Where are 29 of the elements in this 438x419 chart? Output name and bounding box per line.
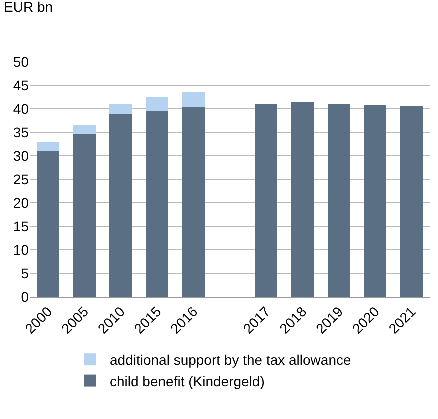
bar: [364, 104, 387, 297]
y-tick-label: 20: [13, 194, 30, 211]
y-tick-label: 10: [13, 242, 30, 258]
legend-label: additional support by the tax allowance: [110, 352, 352, 368]
y-tick-label: 15: [13, 218, 30, 234]
bar: [110, 104, 132, 114]
bar: [36, 151, 60, 297]
y-tick-label: 45: [13, 77, 30, 94]
legend-label: child benefit (Kindergeld): [110, 373, 265, 390]
y-tick-label: 5: [21, 265, 30, 282]
bar: [146, 111, 169, 297]
bar: [182, 92, 205, 108]
bar: [73, 134, 96, 297]
y-tick-label: 25: [13, 171, 30, 188]
bar: [146, 97, 169, 112]
bar: [328, 104, 350, 297]
y-tick-label: 40: [13, 100, 30, 117]
bar: [400, 106, 424, 297]
y-tick-label: 50: [13, 54, 30, 70]
bar: [255, 104, 278, 297]
bar: [182, 108, 205, 297]
bar: [73, 124, 96, 134]
y-tick-label: 35: [13, 124, 30, 140]
bar: [36, 142, 60, 152]
y-axis-title: EUR bn: [4, 0, 54, 15]
bar: [291, 102, 314, 297]
y-tick-label: 30: [13, 148, 30, 164]
bar: [110, 114, 132, 297]
y-tick-label: 0: [21, 288, 30, 305]
